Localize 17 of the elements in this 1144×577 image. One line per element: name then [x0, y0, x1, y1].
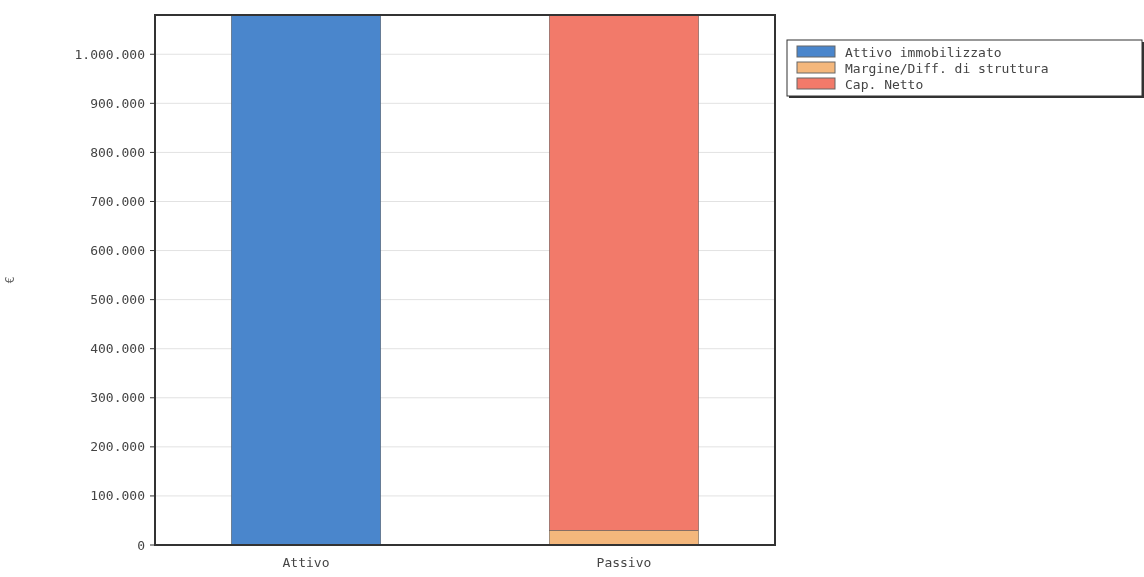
legend-label: Margine/Diff. di struttura: [845, 60, 1049, 76]
y-tick-label: 200.000: [90, 439, 145, 455]
y-tick-label: 600.000: [90, 243, 145, 259]
legend-label: Attivo immobilizzato: [845, 44, 1002, 60]
y-tick-label: 1.000.000: [74, 46, 145, 62]
y-tick-label: 400.000: [90, 341, 145, 357]
legend-label: Cap. Netto: [845, 76, 924, 92]
y-axis-title: €: [3, 276, 17, 284]
y-tick-label: 300.000: [90, 390, 145, 406]
x-tick-label: Attivo: [282, 555, 330, 570]
y-tick-label: 900.000: [90, 95, 145, 111]
x-tick-label: Passivo: [596, 555, 652, 570]
y-tick-label: 700.000: [90, 194, 145, 210]
y-tick-label: 0: [137, 537, 145, 553]
y-tick-label: 500.000: [90, 292, 145, 308]
y-tick-label: 100.000: [90, 488, 145, 504]
y-tick-label: 800.000: [90, 144, 145, 160]
